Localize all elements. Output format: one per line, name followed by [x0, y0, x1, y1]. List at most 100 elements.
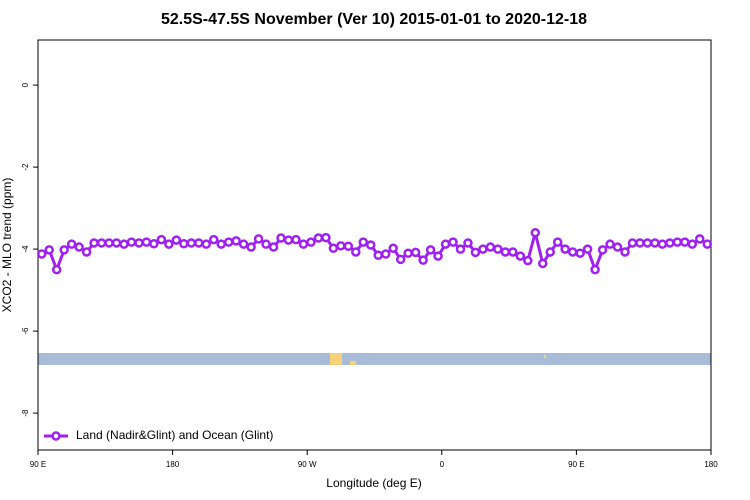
data-point [351, 247, 361, 257]
data-point [298, 239, 309, 249]
data-point [134, 238, 144, 248]
data-point [702, 239, 713, 249]
legend-marker [51, 431, 61, 441]
data-point [291, 234, 301, 245]
data-point [597, 245, 608, 255]
data-point [388, 243, 398, 254]
data-point [171, 235, 182, 245]
land-patch [350, 361, 356, 365]
data-point [455, 244, 466, 254]
data-point [612, 242, 623, 252]
data-point [119, 239, 129, 249]
data-point [642, 238, 653, 248]
data-point [695, 234, 705, 244]
data-point [627, 238, 638, 248]
y-tick-label: -8 [21, 409, 30, 417]
data-point [336, 241, 346, 251]
ocean-band [38, 353, 711, 365]
data-point [126, 237, 137, 247]
data-point [530, 227, 541, 238]
data-point [552, 237, 563, 247]
data-point [493, 244, 503, 254]
data-point [575, 248, 585, 258]
data-point [500, 247, 511, 257]
data-point [59, 245, 69, 255]
data-point [687, 239, 698, 249]
legend-label: Land (Nadir&Glint) and Ocean (Glint) [76, 428, 273, 442]
y-tick-label: -4 [21, 245, 30, 253]
y-tick-label: -2 [21, 163, 30, 171]
data-point [156, 234, 167, 245]
data-point [478, 244, 488, 254]
data-point [620, 247, 630, 257]
data-point [186, 238, 197, 248]
data-point [567, 247, 578, 257]
data-point [425, 245, 436, 255]
data-point [470, 247, 481, 258]
land-patch [544, 355, 546, 358]
data-point [201, 239, 211, 249]
data-point [635, 238, 645, 248]
data-point [104, 238, 114, 248]
data-point [508, 247, 518, 257]
data-point [66, 239, 77, 249]
data-point [582, 244, 593, 254]
data-point [194, 238, 204, 248]
legend-item: Land (Nadir&Glint) and Ocean (Glint) [44, 428, 273, 442]
data-point [306, 237, 316, 247]
x-tick-label: 90 E [30, 460, 46, 469]
data-point [74, 242, 84, 252]
data-point [560, 244, 570, 254]
data-point [36, 249, 47, 259]
y-axis-label: XCO2 - MLO trend (ppm) [0, 178, 14, 313]
data-point [523, 255, 533, 266]
data-point [276, 233, 286, 243]
x-tick-label: 0 [440, 460, 445, 469]
data-point [149, 239, 159, 249]
data-point [380, 249, 391, 259]
data-point [313, 233, 324, 243]
data-point [321, 232, 331, 243]
x-tick-label: 90 E [568, 460, 584, 469]
data-point [111, 238, 122, 248]
data-point [680, 237, 690, 247]
data-point [590, 264, 600, 275]
land-patch [330, 353, 342, 365]
y-tick-label: -6 [21, 327, 30, 335]
data-point [605, 239, 615, 249]
data-point [440, 239, 451, 249]
data-point [672, 237, 683, 247]
data-point [418, 255, 428, 265]
data-point [515, 251, 526, 261]
x-axis-label: Longitude (deg E) [326, 476, 421, 490]
data-point [208, 234, 219, 245]
data-point [253, 234, 264, 244]
data-point [81, 247, 92, 257]
data-point [650, 238, 660, 248]
data-point [238, 239, 249, 249]
data-point [665, 238, 675, 248]
data-point [51, 264, 62, 275]
data-point [246, 242, 256, 252]
data-point [231, 236, 241, 246]
series-line [41, 232, 709, 274]
data-point [545, 247, 555, 257]
data-point [538, 258, 548, 269]
data-point [261, 239, 271, 249]
data-point [96, 238, 107, 248]
data-point [89, 238, 99, 248]
x-tick-label: 180 [704, 460, 718, 469]
data-point [164, 239, 174, 249]
x-tick-label: 180 [166, 460, 180, 469]
data-point [366, 240, 376, 250]
chart-title: 52.5S-47.5S November (Ver 10) 2015-01-01… [161, 11, 587, 28]
surface-band [38, 353, 711, 365]
data-point [448, 237, 458, 247]
data-point [358, 237, 369, 247]
data-point [403, 248, 413, 258]
data-point [373, 250, 383, 260]
data-point [283, 235, 294, 245]
data-point [141, 237, 152, 247]
data-point [44, 245, 54, 255]
